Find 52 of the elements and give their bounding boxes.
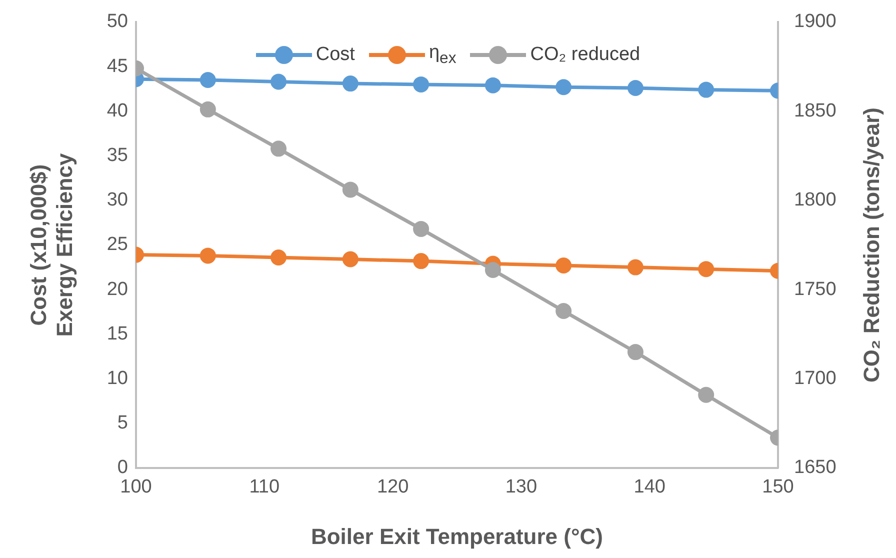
point [484, 77, 501, 94]
y-tick-label: 30 [106, 190, 128, 211]
x-tick-label: 110 [249, 476, 280, 498]
legend-label: Cost [316, 44, 355, 66]
y2-tick-label: 1900 [794, 11, 836, 32]
point [484, 262, 501, 278]
y2-tick-label: 1650 [794, 457, 836, 478]
point [698, 261, 714, 278]
x-tick-label: 120 [376, 476, 409, 498]
y-tick-label: 5 [117, 412, 128, 434]
point [342, 182, 358, 198]
y-tick-label: 45 [106, 56, 128, 77]
point [556, 258, 572, 274]
point [698, 386, 714, 403]
point [556, 79, 572, 96]
y2-axis-title: CO₂ Reduction (tons/year) [859, 106, 885, 385]
point [200, 101, 216, 118]
x-tick-label: 100 [120, 476, 152, 498]
x-tick-label: 150 [762, 476, 794, 498]
y-tick-label: 50 [106, 11, 128, 32]
legend-label: CO₂ reduced [530, 44, 640, 66]
point [413, 253, 430, 270]
legend-label: η$_{ex}$ [428, 42, 456, 68]
point [627, 344, 644, 360]
point [556, 303, 572, 320]
point [270, 249, 287, 266]
y-tick-label: 25 [106, 234, 128, 256]
y-axis-title: Cost (x10,000$) Exergy Efficiency [26, 152, 78, 339]
point [200, 248, 216, 264]
point [413, 220, 430, 237]
point [627, 259, 644, 276]
x-axis-title: Boiler Exit Temperature (°C) [310, 524, 604, 550]
point [270, 140, 287, 157]
y-tick-label: 35 [106, 145, 128, 166]
y2-tick-label: 1700 [794, 368, 836, 390]
point [342, 76, 358, 92]
x-tick-label: 130 [505, 476, 538, 498]
point [413, 76, 430, 92]
y-tick-label: 0 [117, 457, 128, 478]
point [627, 80, 644, 96]
y-tick-label: 10 [106, 368, 128, 390]
point [270, 74, 287, 90]
y-tick-label: 40 [106, 100, 128, 122]
x-tick-label: 140 [634, 476, 666, 498]
y-tick-label: 15 [106, 323, 128, 344]
point [342, 251, 358, 268]
y2-tick-label: 1800 [794, 190, 836, 211]
point [200, 72, 216, 88]
y-tick-label: 20 [106, 278, 128, 300]
y2-tick-label: 1850 [794, 100, 836, 122]
point [698, 82, 714, 98]
y2-tick-label: 1750 [794, 278, 836, 300]
